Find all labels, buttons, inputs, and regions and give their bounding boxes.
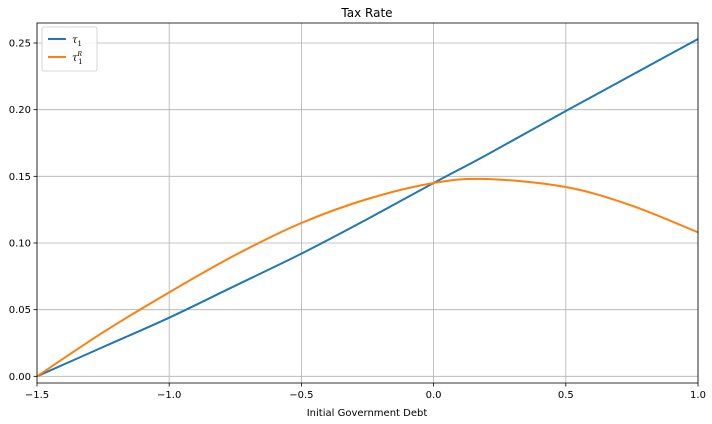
y-tick-label: 0.20 [9,105,31,116]
legend-label: τ1 [72,35,82,48]
x-tick-label: −1.0 [157,390,181,401]
x-tick-label: 0.5 [558,390,574,401]
y-tick-label: 0.05 [9,305,31,316]
grid-lines [36,23,699,383]
x-tick-label: 0.0 [426,390,442,401]
y-tick-label: 0.25 [9,39,31,50]
x-axis: −1.5 −1.0 −0.5 0.0 0.5 1.0 [25,383,706,401]
chart-title: Tax Rate [340,6,392,20]
x-tick-label: 1.0 [690,390,706,401]
series-line-1 [36,38,699,378]
series-line-2 [36,177,699,378]
legend-label: τR 1 [72,51,83,66]
y-tick-label: 0.00 [9,372,31,383]
y-axis: 0.00 0.05 0.10 0.15 0.20 0.25 [9,39,37,383]
x-axis-title: Initial Government Debt [307,408,428,419]
y-tick-label: 0.15 [9,172,31,183]
x-tick-label: −0.5 [289,390,313,401]
legend-box [41,26,98,72]
series-lines [36,38,699,378]
x-tick-label: −1.5 [25,390,49,401]
y-tick-label: 0.10 [9,239,31,250]
plot-frame [36,22,699,384]
